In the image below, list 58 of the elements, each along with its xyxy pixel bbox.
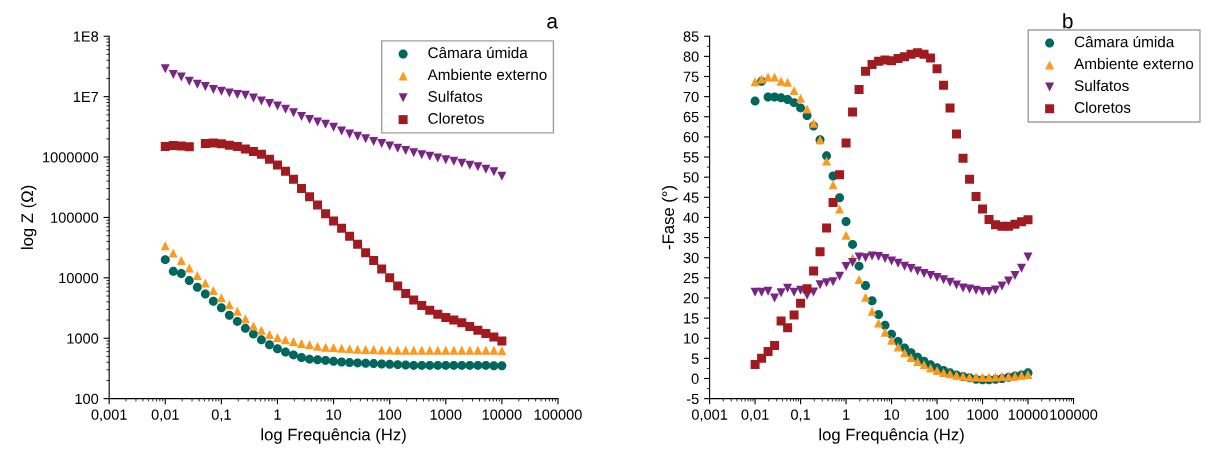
y-tick-label: 20	[683, 293, 699, 304]
x-tick-label: 1	[274, 409, 281, 420]
y-tick-label: 10	[684, 333, 699, 344]
legend-label: Ambiente externo	[427, 68, 547, 81]
y-tick-label: 50	[683, 172, 699, 183]
y-tick-label: 100000	[51, 212, 99, 223]
x-tick-label: 10	[326, 409, 342, 420]
legend-label: Câmara úmida	[1074, 35, 1175, 48]
x-tick-label: 0,001	[91, 409, 127, 422]
x-tick-label: 100000	[1050, 409, 1098, 420]
y-tick-label: 85	[683, 31, 699, 42]
x-tick-label: 1000	[967, 409, 999, 420]
x-tick-label: 0,1	[791, 409, 811, 422]
legend-label: Câmara úmida	[428, 46, 528, 59]
y-tick-label: 70	[683, 91, 699, 103]
y-tick-label: 15	[684, 313, 699, 324]
x-tick-label: 0,01	[151, 409, 179, 422]
x-tick-label: 0,001	[691, 409, 728, 422]
y-tick-label: 40	[683, 212, 699, 223]
y-tick-label: 25	[683, 272, 699, 284]
y-tick-label: 1000	[67, 333, 99, 344]
y-tick-label: 1000000	[43, 152, 99, 163]
x-axis-title: log Frequência (Hz)	[261, 428, 406, 444]
x-tick-label: 10	[884, 409, 900, 420]
y-tick-label: 75	[683, 71, 699, 82]
y-tick-label: 60	[683, 132, 699, 143]
text: a	[547, 17, 558, 29]
legend-label: Cloretos	[1074, 101, 1131, 113]
x-tick-label: 100	[378, 409, 402, 420]
y-tick-label: 1E8	[73, 31, 99, 42]
legend-label: Sulfatos	[1074, 79, 1129, 92]
y-tick-label: 30	[683, 252, 699, 264]
y-axis-title: log Z (Ω)	[20, 185, 37, 249]
x-tick-label: 10000	[1008, 409, 1048, 420]
y-axis-title: -Fase (°)	[661, 185, 678, 250]
x-tick-label: 100	[925, 409, 949, 420]
x-tick-label: 1	[843, 409, 850, 420]
y-tick-label: 5	[691, 353, 699, 364]
y-tick-label: 55	[683, 152, 699, 163]
y-tick-label: 0	[691, 373, 699, 384]
y-tick-label: 80	[683, 51, 699, 62]
x-tick-label: 0,01	[741, 409, 769, 422]
legend-label: Sulfatos	[428, 90, 483, 102]
y-tick-label: 35	[683, 232, 699, 243]
x-tick-label: 0,1	[211, 409, 231, 422]
x-tick-label: 1000	[430, 409, 462, 420]
legend-label: Ambiente externo	[1074, 57, 1194, 70]
x-tick-label: 100000	[534, 409, 582, 420]
text: b	[1063, 13, 1073, 29]
y-tick-label: 10000	[59, 272, 99, 284]
x-tick-label: 10000	[482, 409, 522, 420]
legend-label: Cloretos	[428, 112, 484, 124]
y-tick-label: -5	[686, 393, 699, 405]
y-tick-label: 100	[75, 393, 99, 405]
y-tick-label: 45	[683, 192, 699, 203]
y-tick-label: 65	[683, 111, 699, 123]
y-tick-label: 1E7	[73, 91, 99, 102]
x-axis-title: log Frequência (Hz)	[819, 428, 964, 444]
